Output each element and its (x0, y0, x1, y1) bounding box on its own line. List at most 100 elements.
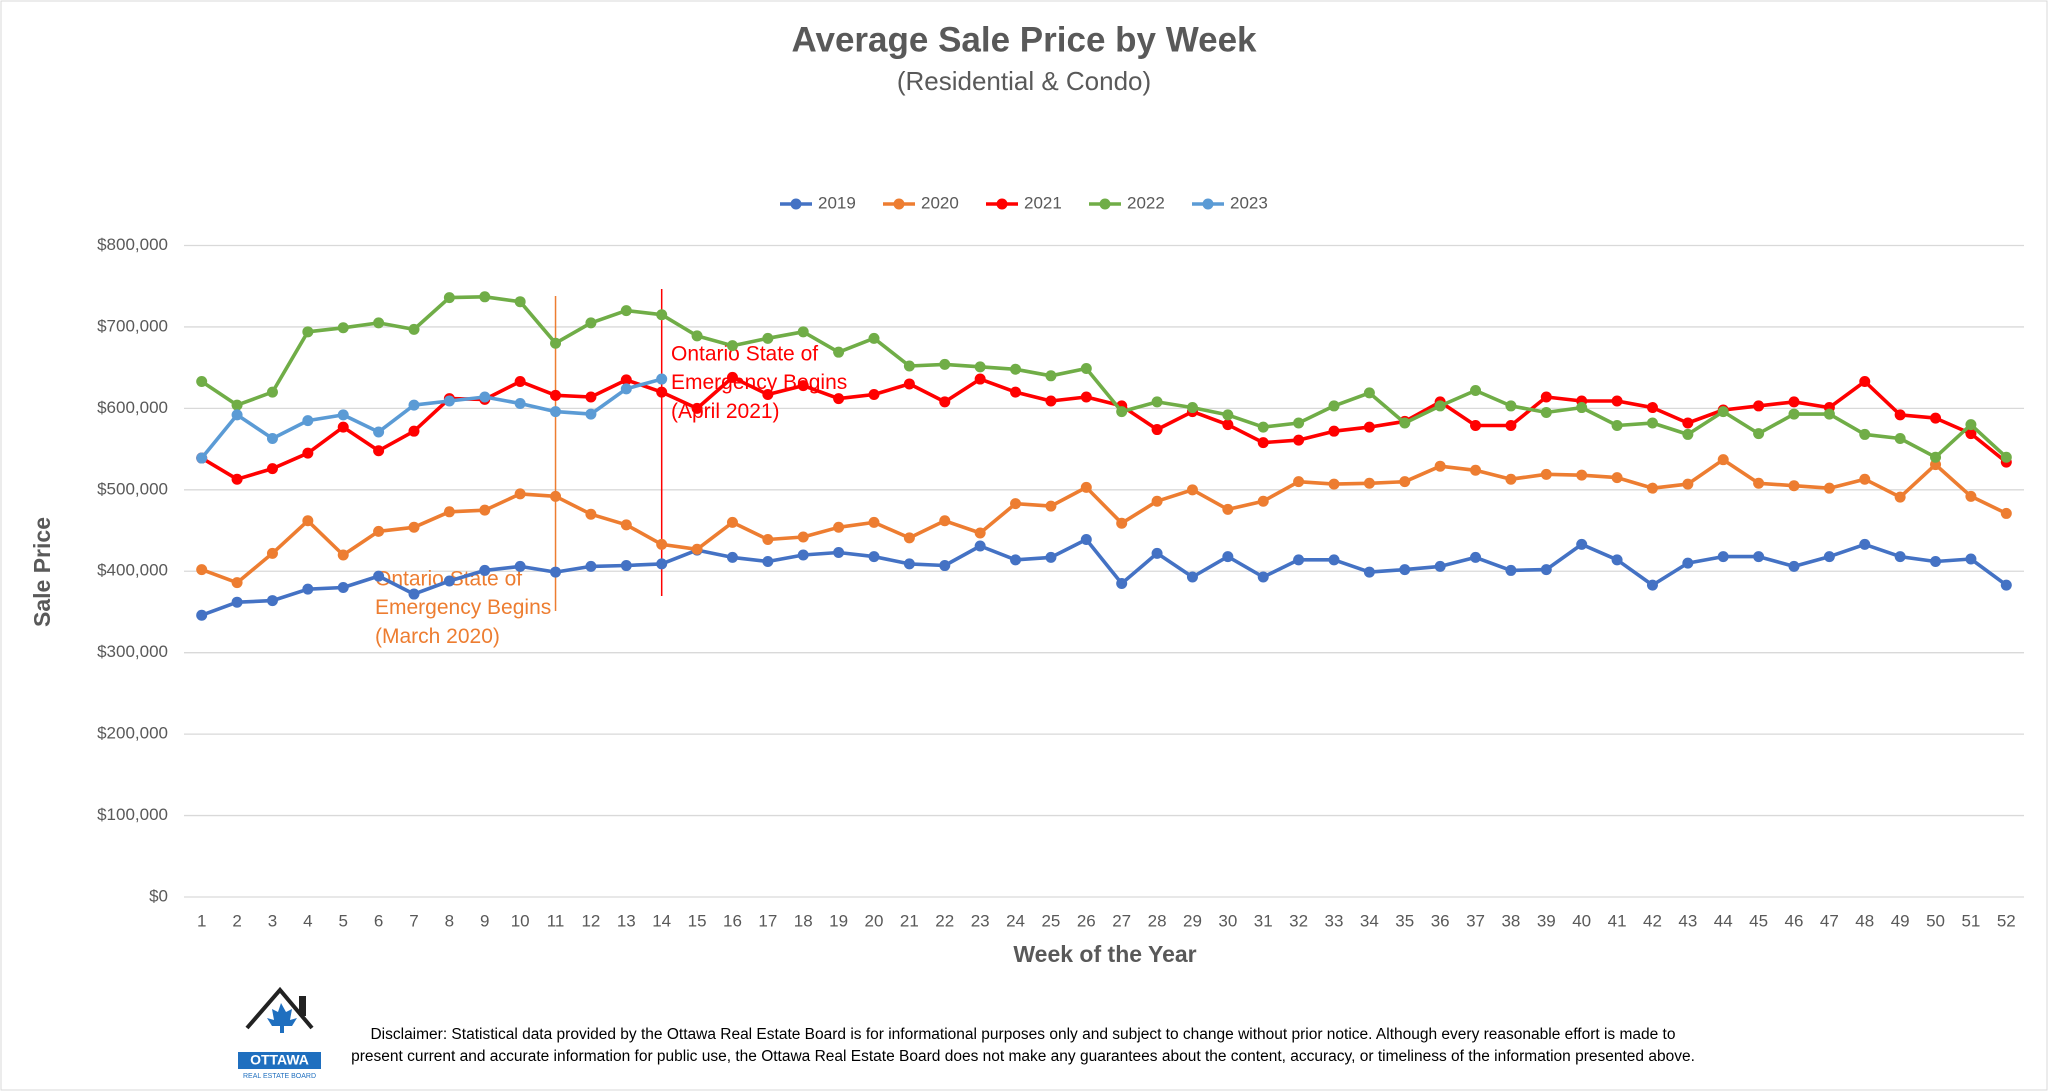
data-point (231, 409, 243, 421)
data-point (620, 383, 632, 395)
logo-chimney (299, 996, 306, 1016)
data-point (833, 521, 845, 533)
data-point (1434, 460, 1446, 472)
data-point (1010, 554, 1022, 566)
legend-label: 2019 (818, 193, 856, 212)
legend-item: 2019 (780, 193, 856, 212)
data-point (479, 504, 491, 516)
data-point (514, 560, 526, 572)
data-point (1753, 551, 1765, 563)
chart-subtitle: (Residential & Condo) (897, 66, 1151, 96)
x-tick-label: 33 (1325, 911, 1344, 930)
data-point (1293, 554, 1305, 566)
data-point (266, 547, 278, 559)
data-point (974, 361, 986, 373)
data-point (196, 609, 208, 621)
x-tick-label: 49 (1891, 911, 1910, 930)
data-point (620, 560, 632, 572)
data-point (1646, 482, 1658, 494)
data-point (479, 291, 491, 303)
x-tick-label: 48 (1855, 911, 1874, 930)
legend-item: 2022 (1089, 193, 1165, 212)
y-tick-label: $100,000 (97, 805, 168, 824)
data-point (903, 558, 915, 570)
x-tick-label: 27 (1112, 911, 1131, 930)
x-tick-label: 24 (1006, 911, 1025, 930)
data-point (443, 506, 455, 518)
data-point (1753, 428, 1765, 440)
legend-swatch-dot (996, 198, 1008, 210)
data-point (1470, 464, 1482, 476)
data-point (443, 292, 455, 304)
x-tick-label: 19 (829, 911, 848, 930)
y-tick-label: $0 (149, 886, 168, 905)
data-point (1788, 408, 1800, 420)
disclaimer-line: Disclaimer: Statistical data provided by… (370, 1026, 1675, 1043)
data-point (656, 309, 668, 321)
data-point (196, 376, 208, 388)
data-point (1257, 571, 1269, 583)
data-point (479, 564, 491, 576)
x-tick-label: 5 (338, 911, 347, 930)
x-tick-label: 23 (971, 911, 990, 930)
legend-label: 2022 (1127, 193, 1165, 212)
data-point (1717, 551, 1729, 563)
data-point (1293, 434, 1305, 446)
data-point (1540, 406, 1552, 418)
data-point (797, 380, 809, 392)
data-point (1646, 417, 1658, 429)
data-point (550, 337, 562, 349)
data-point (1470, 551, 1482, 563)
series-line (201, 537, 2008, 617)
data-point (1080, 362, 1092, 374)
data-point (337, 421, 349, 433)
data-point (1505, 400, 1517, 412)
data-point (1930, 451, 1942, 463)
x-tick-label: 10 (511, 911, 530, 930)
data-point (1823, 551, 1835, 563)
data-point (302, 415, 314, 427)
data-point (1894, 433, 1906, 445)
x-tick-label: 40 (1572, 911, 1591, 930)
data-point (1788, 480, 1800, 492)
data-point (833, 393, 845, 405)
data-point (620, 519, 632, 531)
series-line (200, 295, 2008, 459)
data-point (1717, 454, 1729, 466)
x-tick-label: 31 (1254, 911, 1273, 930)
data-point (1080, 533, 1092, 545)
data-point (408, 588, 420, 600)
data-point (726, 516, 738, 528)
y-tick-label: $600,000 (97, 398, 168, 417)
data-point (266, 433, 278, 445)
data-point (373, 426, 385, 438)
data-point (1965, 419, 1977, 431)
x-tick-label: 2 (232, 911, 241, 930)
data-point (868, 551, 880, 563)
data-point (1576, 402, 1588, 414)
data-point (903, 360, 915, 372)
data-point (691, 402, 703, 414)
data-point (1186, 484, 1198, 496)
data-point (797, 531, 809, 543)
data-point (656, 558, 668, 570)
data-point (337, 582, 349, 594)
data-point (1434, 560, 1446, 572)
data-point (1505, 473, 1517, 485)
data-point (762, 555, 774, 567)
data-point (1540, 468, 1552, 480)
data-point (1151, 495, 1163, 507)
data-point (1576, 469, 1588, 481)
x-tick-label: 42 (1643, 911, 1662, 930)
data-point (196, 452, 208, 464)
logo-leaf (267, 1003, 297, 1033)
x-tick-label: 44 (1714, 911, 1733, 930)
series (196, 373, 668, 464)
data-point (1257, 437, 1269, 449)
x-tick-label: 41 (1608, 911, 1627, 930)
data-point (1859, 428, 1871, 440)
x-tick-label: 21 (900, 911, 919, 930)
data-point (302, 447, 314, 459)
data-point (1470, 384, 1482, 396)
x-tick-label: 25 (1041, 911, 1060, 930)
